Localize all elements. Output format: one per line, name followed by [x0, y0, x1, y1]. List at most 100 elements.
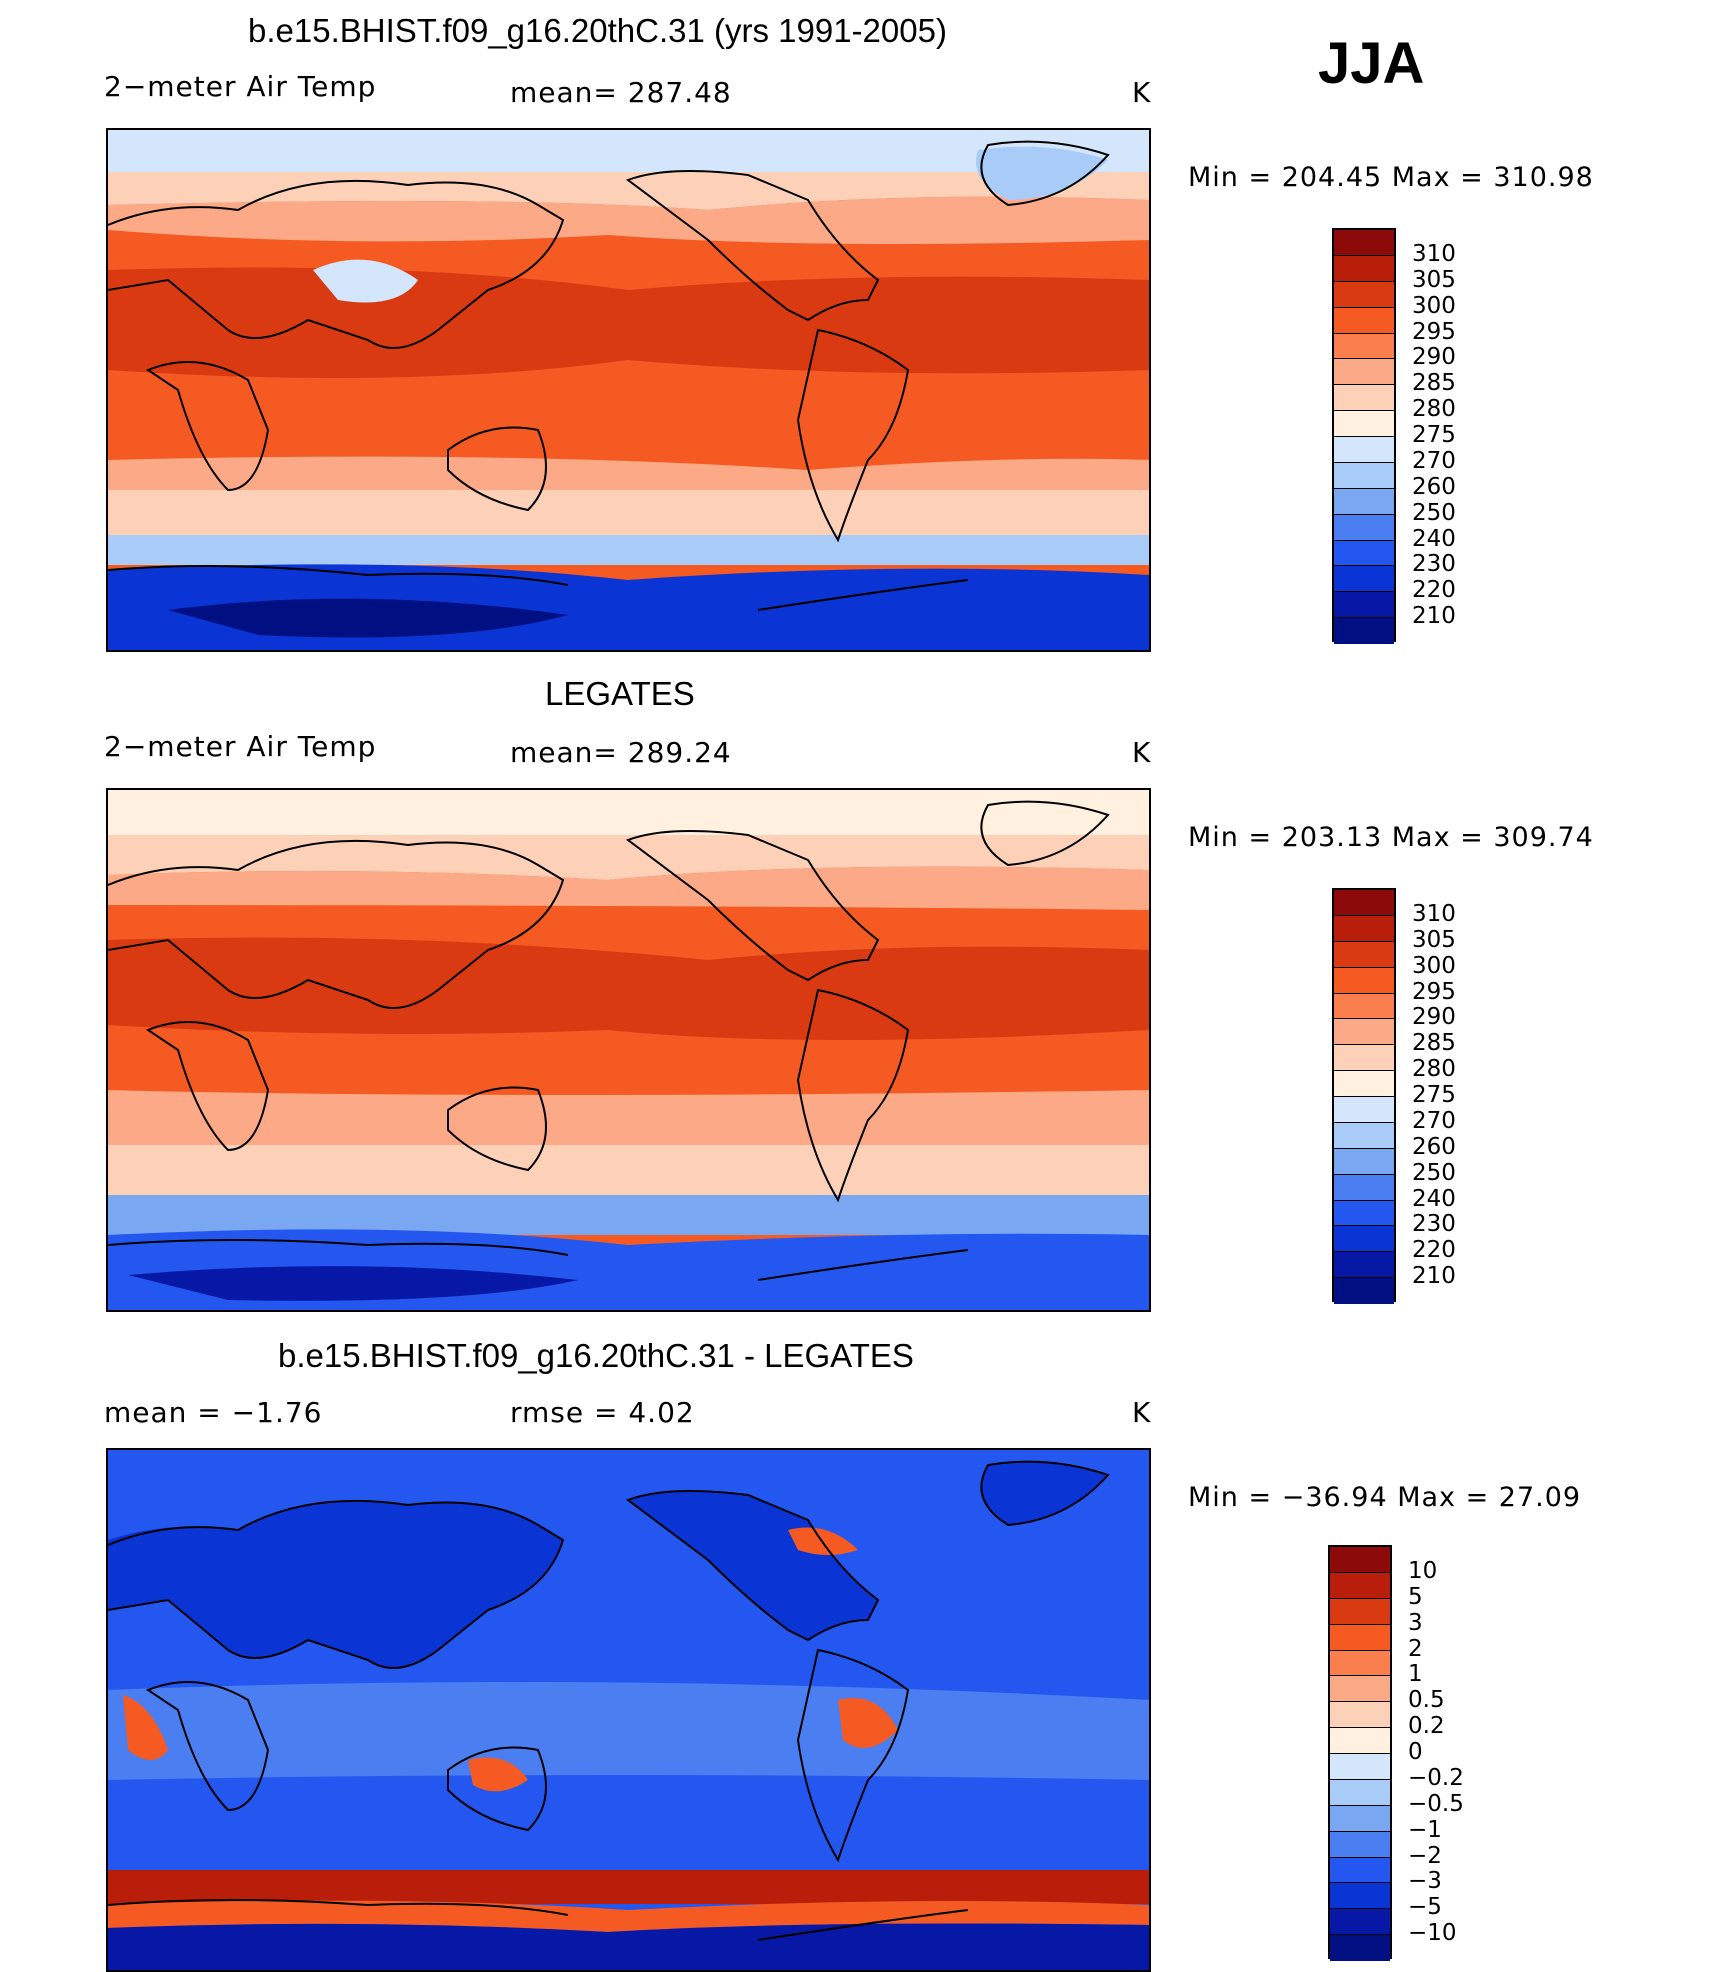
colorbar-swatch [1334, 967, 1394, 994]
colorbar-tick-label: 220 [1412, 577, 1456, 604]
panel-2-title: LEGATES [545, 675, 695, 712]
colorbar-tick-label: 305 [1412, 266, 1456, 293]
colorbar-swatch [1334, 618, 1394, 644]
colorbar-swatch [1334, 488, 1394, 515]
colorbar-tick-label: 210 [1412, 603, 1456, 630]
colorbar-tick-label: 3 [1408, 1609, 1423, 1636]
colorbar-tick-label: 230 [1412, 1211, 1456, 1238]
colorbar-swatch [1334, 230, 1394, 256]
panel-1-title: b.e15.BHIST.f09_g16.20thC.31 (yrs 1991-2… [248, 12, 947, 49]
colorbar-tick-label: 2 [1408, 1635, 1423, 1662]
colorbar-swatch [1334, 1252, 1394, 1279]
colorbar-tick-label: 310 [1412, 900, 1456, 927]
colorbar-tick-label: 260 [1412, 1133, 1456, 1160]
colorbar-swatch [1334, 540, 1394, 567]
colorbar-tick-label: 0.5 [1408, 1687, 1445, 1714]
panel-3-map-canvas [108, 1450, 1149, 1970]
colorbar-swatch [1334, 1200, 1394, 1227]
colorbar-swatch [1330, 1779, 1390, 1806]
p1-band-south-cold [108, 535, 1149, 565]
colorbar-swatch [1330, 1676, 1390, 1703]
panel-3-rmse-label: rmse = 4.02 [510, 1396, 695, 1429]
p3-warm-band [108, 1900, 1149, 1932]
colorbar-tick-label: 300 [1412, 952, 1456, 979]
p3-africa-warm [123, 1695, 168, 1760]
colorbar-tick-label: 1 [1408, 1661, 1423, 1688]
colorbar-swatch [1330, 1728, 1390, 1754]
p1-greenland [976, 146, 1108, 200]
p2-band-tropics [108, 937, 1149, 1040]
colorbar-tick-label: 0.2 [1408, 1713, 1445, 1740]
colorbar-tick-label: −2 [1408, 1842, 1442, 1869]
panel-2-units-label: K [1132, 736, 1152, 769]
colorbar-tick-label: −0.2 [1408, 1764, 1464, 1791]
panel-3-map [106, 1448, 1151, 1972]
p2-band-polar-north [108, 790, 1149, 835]
p2-antarctic-deep [128, 1266, 578, 1301]
colorbar-tick-label: 240 [1412, 525, 1456, 552]
colorbar-swatch [1330, 1831, 1390, 1858]
panel-3-colorbar [1328, 1545, 1392, 1961]
colorbar-swatch [1334, 281, 1394, 308]
colorbar-swatch [1330, 1702, 1390, 1729]
colorbar-tick-label: 300 [1412, 292, 1456, 319]
panel-2-minmax: Min = 203.13 Max = 309.74 [1188, 822, 1594, 853]
colorbar-tick-label: 285 [1412, 1030, 1456, 1057]
panel-1-map-canvas [108, 130, 1149, 650]
colorbar-swatch [1334, 592, 1394, 619]
panel-1-map [106, 128, 1151, 652]
colorbar-tick-label: 250 [1412, 499, 1456, 526]
colorbar-swatch [1330, 1547, 1390, 1573]
p3-coastlines [108, 1460, 1110, 1941]
colorbar-tick-label: 295 [1412, 318, 1456, 345]
colorbar-tick-label: 270 [1412, 447, 1456, 474]
colorbar-tick-label: 230 [1412, 551, 1456, 578]
colorbar-swatch [1334, 385, 1394, 412]
colorbar-swatch [1334, 1278, 1394, 1304]
p2-band-south-mid [108, 1090, 1149, 1150]
colorbar-tick-label: 250 [1412, 1159, 1456, 1186]
colorbar-swatch [1330, 1598, 1390, 1625]
colorbar-tick-label: 220 [1412, 1237, 1456, 1264]
colorbar-tick-label: −5 [1408, 1894, 1442, 1921]
colorbar-swatch [1330, 1805, 1390, 1832]
p2-band-south-cold [108, 1195, 1149, 1235]
panel-1-units-label: K [1132, 76, 1152, 109]
colorbar-swatch [1334, 890, 1394, 916]
colorbar-tick-label: 5 [1408, 1583, 1423, 1610]
colorbar-tick-label: 275 [1412, 1082, 1456, 1108]
colorbar-swatch [1334, 566, 1394, 593]
colorbar-tick-label: 290 [1412, 1004, 1456, 1031]
colorbar-swatch [1334, 1122, 1394, 1149]
colorbar-swatch [1330, 1935, 1390, 1961]
panel-3-minmax: Min = −36.94 Max = 27.09 [1188, 1482, 1582, 1513]
p3-ocean-light [108, 1682, 1149, 1780]
colorbar-swatch [1334, 359, 1394, 386]
colorbar-tick-label: 0 [1408, 1739, 1423, 1765]
p2-band-mid [108, 866, 1149, 910]
colorbar-swatch [1334, 993, 1394, 1020]
p1-tibet [313, 259, 418, 303]
colorbar-tick-label: 270 [1412, 1107, 1456, 1134]
colorbar-swatch [1330, 1909, 1390, 1936]
colorbar-tick-label: 295 [1412, 978, 1456, 1005]
panel-3-units-label: K [1132, 1396, 1152, 1429]
panel-1-mean-label: mean= 287.48 [510, 76, 732, 109]
colorbar-tick-label: 210 [1412, 1263, 1456, 1290]
p3-north-america [628, 1491, 878, 1640]
p1-antarctic-deep [168, 598, 568, 638]
colorbar-swatch [1330, 1754, 1390, 1780]
colorbar-tick-label: 280 [1412, 1056, 1456, 1083]
colorbar-swatch [1334, 941, 1394, 968]
panel-2-mean-label: mean= 289.24 [510, 736, 732, 769]
colorbar-swatch [1330, 1572, 1390, 1599]
colorbar-swatch [1330, 1650, 1390, 1677]
panel-1-minmax: Min = 204.45 Max = 310.98 [1188, 162, 1594, 193]
colorbar-swatch [1334, 1174, 1394, 1201]
p2-band-south-high [108, 1145, 1149, 1195]
p1-band-polar-north [108, 130, 1149, 172]
colorbar-tick-label: 10 [1408, 1557, 1438, 1584]
p1-band-south-high [108, 490, 1149, 540]
p3-greenland [981, 1461, 1108, 1525]
p3-australia-warm [468, 1757, 528, 1792]
